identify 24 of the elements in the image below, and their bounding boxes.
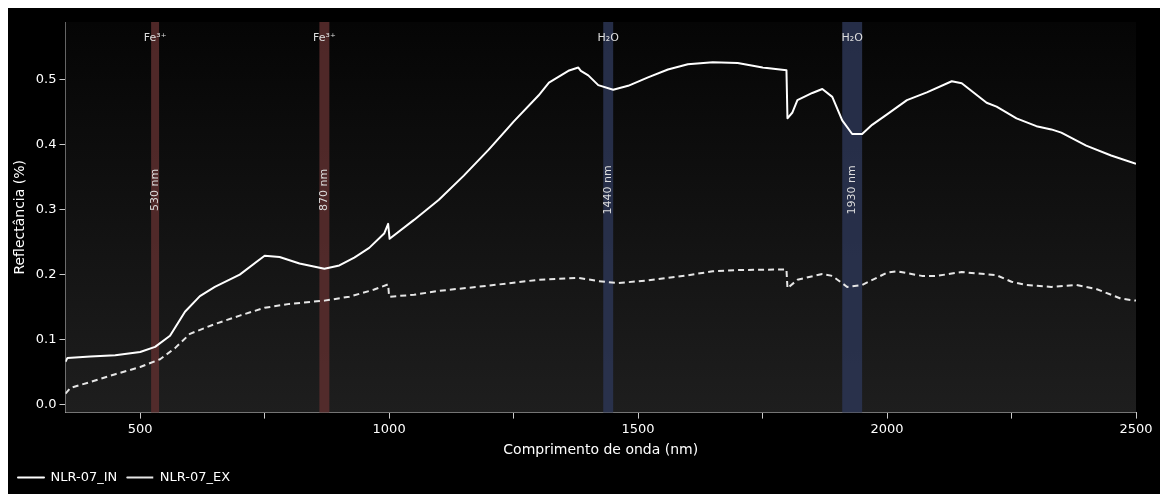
legend-label: NLR-07_IN [50, 468, 118, 484]
x-axis-title: Comprimento de onda (nm) [503, 441, 699, 458]
legend-label: NLR-07_EX [159, 468, 231, 484]
y-tick-label: 0.1 [35, 331, 57, 347]
y-tick-label: 0.2 [35, 265, 57, 281]
band-label: 1440 nm [601, 165, 615, 215]
annotation: H₂O [841, 30, 864, 44]
annotation: H₂O [597, 30, 620, 44]
y-tick-label: 0.3 [35, 200, 57, 216]
band-label: 530 nm [147, 168, 161, 212]
y-axis-title: Reflectância (%) [11, 159, 28, 275]
annotation: Fe³⁺ [313, 30, 336, 44]
x-tick-label: 2000 [870, 420, 904, 436]
band-label: 870 nm [317, 168, 331, 212]
y-tick-label: 0.0 [35, 396, 57, 412]
x-tick-label: 1000 [372, 420, 406, 436]
annotation: Fe³⁺ [143, 30, 167, 44]
band-label: 1930 nm [845, 165, 859, 215]
x-tick-label: 1500 [621, 420, 655, 436]
line-series [65, 268, 1136, 395]
y-tick-label: 0.4 [35, 135, 57, 151]
y-tick-label: 0.5 [35, 70, 57, 86]
x-tick-label: 2500 [1119, 420, 1153, 436]
x-tick-label: 500 [127, 420, 153, 436]
